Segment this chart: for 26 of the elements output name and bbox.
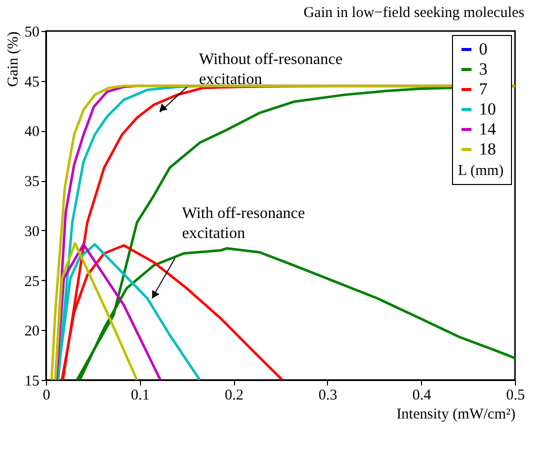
y-tick-label: 25 [24,274,40,290]
annotation: Without off-resonance excitation [199,51,342,88]
legend-label: 10 [479,100,496,118]
legend-label: 7 [479,80,488,98]
y-tick-label: 15 [24,374,40,390]
legend-label: 3 [479,60,488,78]
y-tick-label: 50 [24,24,40,40]
y-tick-label: 30 [24,224,40,240]
x-tick-label: 0.4 [412,388,432,404]
legend-label: 14 [479,120,496,138]
legend-title: L (mm) [458,163,504,179]
x-tick-label: 0.1 [130,388,150,404]
y-tick-label: 40 [24,124,40,140]
chart-title: Gain in low−field seeking molecules [303,5,525,21]
x-tick-label: 0 [42,388,50,404]
x-tick-label: 0.2 [224,388,244,404]
x-tick-label: 0.5 [506,388,525,404]
y-tick-label: 45 [24,74,40,90]
legend-label: 0 [479,40,488,58]
y-tick-label: 35 [24,174,40,190]
annotation: With off-resonance excitation [182,205,306,242]
x-tick-label: 0.3 [318,388,338,404]
legend-label: 18 [479,140,496,158]
y-axis-title: Gain (%) [6,32,22,87]
x-axis-title: Intensity (mW/cm²) [396,406,516,422]
y-tick-label: 20 [24,324,40,340]
